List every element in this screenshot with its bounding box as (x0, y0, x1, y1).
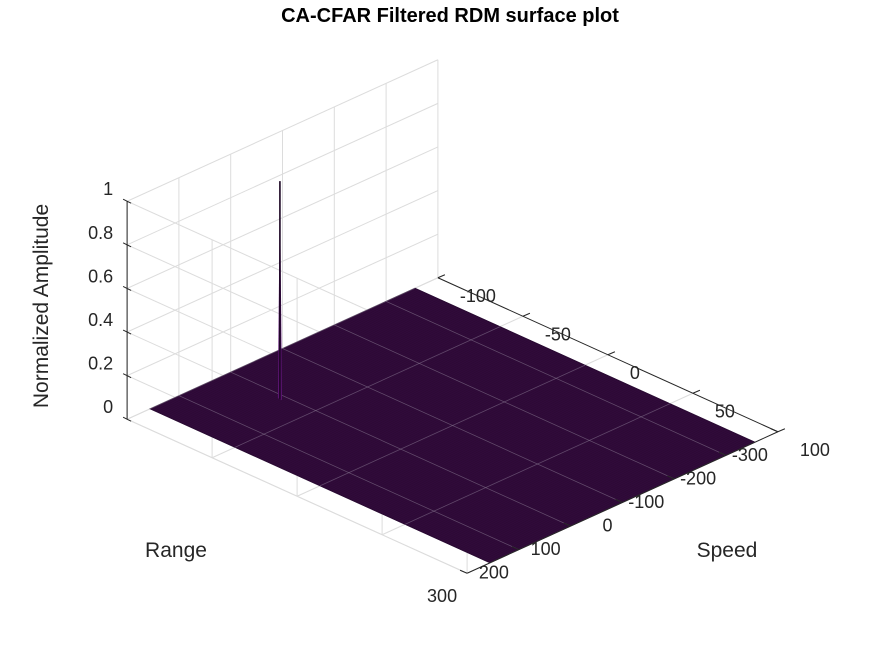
speed-tick-label: 0 (630, 363, 640, 383)
range-tick-label: -100 (628, 492, 664, 512)
speed-tick-mark (777, 428, 786, 433)
range-tick-label: 0 (602, 516, 612, 536)
speed-tick-mark (607, 351, 616, 356)
speed-tick-mark (437, 274, 446, 279)
amplitude-tick-mark (122, 242, 132, 248)
range-tick-label: 200 (479, 563, 509, 583)
grid-line (126, 146, 439, 289)
grid-line (126, 233, 439, 377)
range-tick-label: 100 (531, 539, 561, 559)
grid-line (126, 190, 439, 333)
amplitude-tick-mark (122, 416, 132, 422)
speed-tick-mark (692, 389, 701, 394)
amplitude-tick-mark (122, 329, 132, 335)
range-tick-mark (511, 546, 520, 551)
amplitude-tick-label: 0.8 (88, 223, 113, 243)
grid-line (126, 418, 468, 574)
speed-tick-label: -50 (545, 324, 571, 344)
speed-tick-mark (522, 312, 531, 317)
range-tick-mark (563, 522, 571, 527)
speed-ticks: -100 -50 0 50 100 (437, 274, 830, 460)
peaks (277, 181, 282, 400)
grid-line (126, 102, 439, 246)
amplitude-tick-label: 0.2 (88, 354, 113, 374)
chart-title: CA-CFAR Filtered RDM surface plot (281, 5, 619, 27)
amplitude-tick-mark (122, 285, 132, 291)
grid-line (178, 395, 520, 551)
speed-tick-label: 100 (800, 440, 830, 460)
range-tick-mark (667, 475, 675, 480)
range-tick-mark (718, 451, 727, 456)
range-ticks: -300 -200 -100 0 100 200 300 (427, 428, 779, 606)
speed-tick-label: 50 (715, 401, 735, 421)
range-axis-label: Range (145, 539, 207, 562)
speed-axis-label: Speed (697, 539, 758, 562)
range-tick-label: -200 (680, 468, 716, 488)
range-tick-mark (770, 428, 779, 433)
amplitude-tick-mark (122, 198, 132, 204)
grid-line (385, 300, 727, 456)
grid-line (334, 324, 675, 480)
amplitude-axis-label: Normalized Amplitude (30, 204, 53, 408)
range-tick-mark (459, 569, 468, 574)
amplitude-tick-label: 0 (103, 397, 113, 417)
range-tick-label: -300 (732, 445, 768, 465)
floor-grid-overlay (149, 287, 756, 564)
grid-line (282, 348, 623, 503)
range-tick-mark (615, 499, 623, 503)
grid-line (230, 371, 571, 527)
amplitude-tick-label: 1 (103, 179, 113, 199)
speed-tick-label: -100 (460, 286, 496, 306)
amplitude-tick-label: 0.6 (88, 266, 113, 286)
grid-line (126, 59, 439, 202)
amplitude-tick-mark (122, 373, 132, 379)
amplitude-ticks: 0 0.2 0.4 0.6 0.8 1 (88, 179, 132, 422)
amplitude-tick-label: 0.4 (88, 310, 113, 330)
range-tick-label: 300 (427, 586, 457, 606)
